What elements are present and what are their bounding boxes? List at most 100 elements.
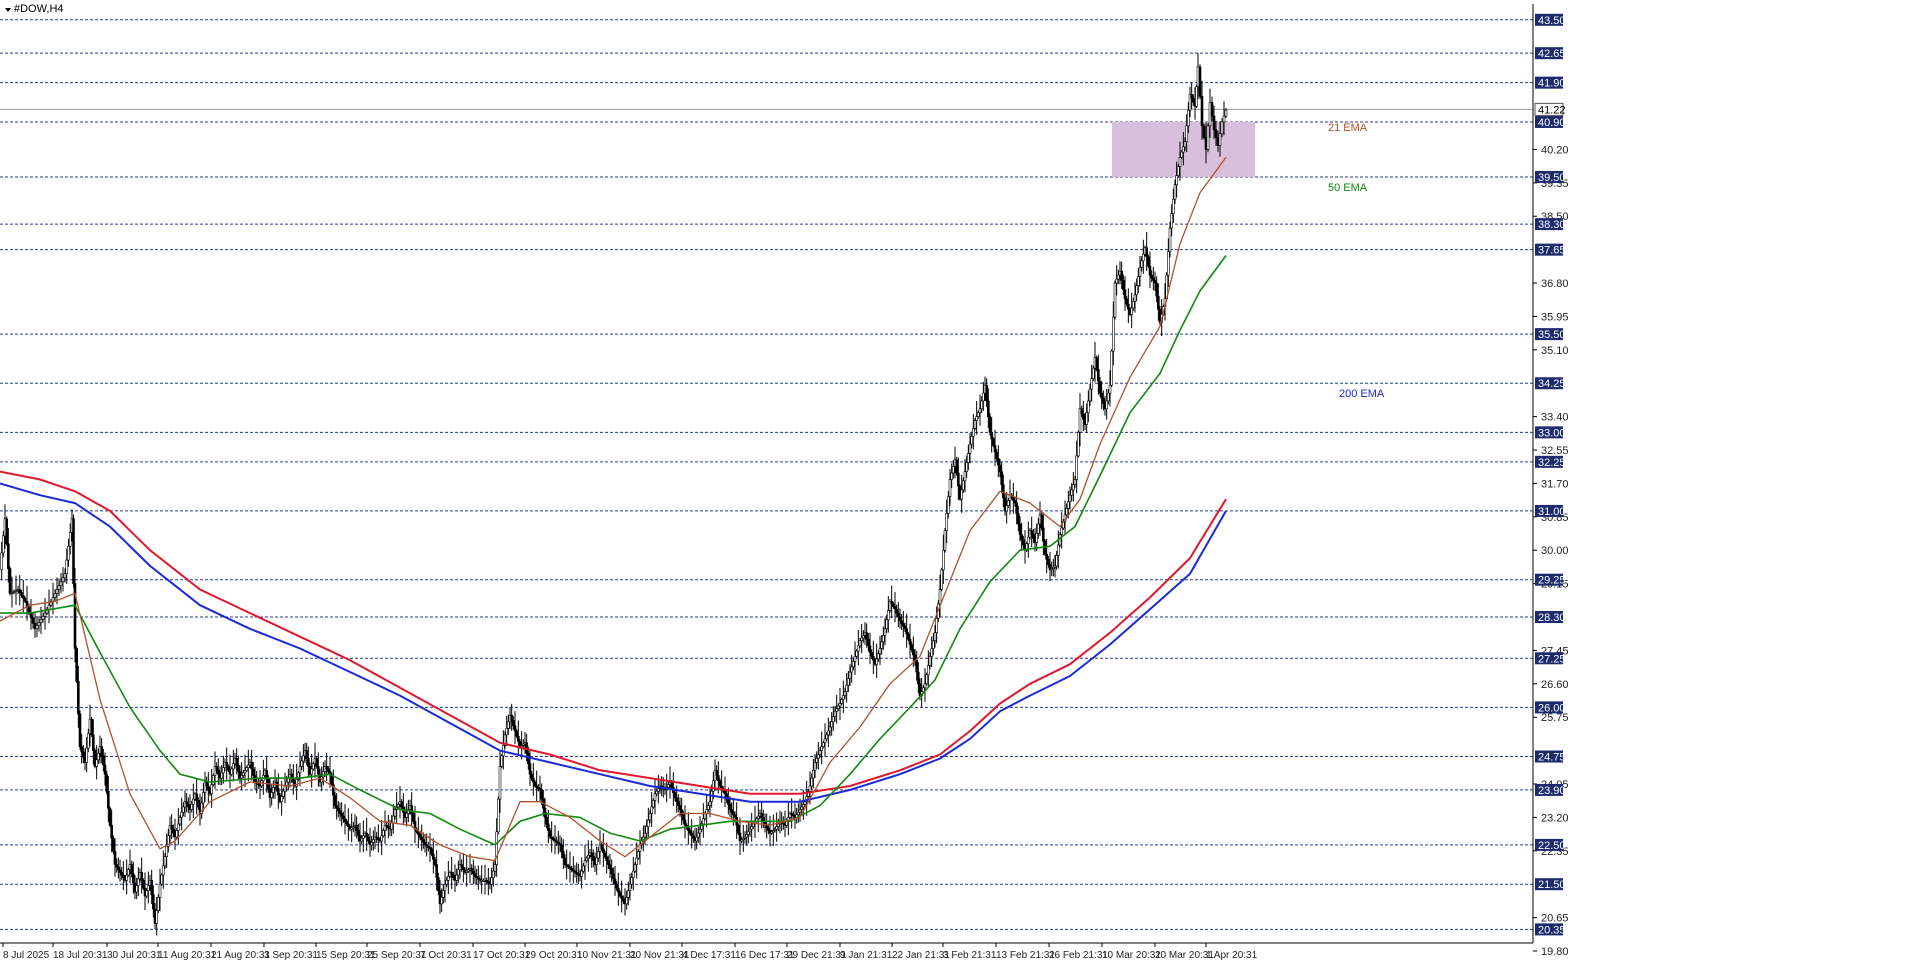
candle-body xyxy=(157,897,160,911)
candle-body xyxy=(993,445,997,453)
candle-body xyxy=(475,876,478,878)
candle-body xyxy=(447,876,450,881)
candle-body xyxy=(158,883,162,898)
candle-body xyxy=(118,869,122,873)
candle-body xyxy=(697,832,700,838)
candle-body xyxy=(1138,267,1142,277)
candle-body xyxy=(387,826,390,829)
candle-body xyxy=(687,827,690,831)
candle-body xyxy=(365,832,368,838)
candle-body xyxy=(392,815,395,823)
candle-body xyxy=(645,826,648,834)
candle-body xyxy=(608,864,612,869)
candle-body xyxy=(265,769,268,780)
candle-body xyxy=(552,838,555,840)
candle-body xyxy=(51,597,55,602)
level-badge-label: 21.50 xyxy=(1538,879,1566,891)
candle-body xyxy=(667,784,670,788)
candle-body xyxy=(137,878,140,886)
candle-body xyxy=(82,751,85,758)
candle-body xyxy=(548,830,552,838)
candle-body xyxy=(140,872,143,881)
candle-body xyxy=(41,615,45,620)
candle-body xyxy=(1095,357,1098,370)
level-badge-label: 39.50 xyxy=(1538,172,1566,184)
candle-body xyxy=(362,835,365,839)
candle-body xyxy=(510,714,513,721)
candle-body xyxy=(605,856,608,861)
candle-body xyxy=(1130,307,1133,315)
candle-body xyxy=(748,828,752,833)
candle-body xyxy=(600,844,603,850)
candle-body xyxy=(450,872,453,876)
candle-body xyxy=(730,809,733,813)
candle-body xyxy=(963,471,967,482)
level-badge xyxy=(1535,923,1563,936)
candle-body xyxy=(162,865,165,876)
dropdown-triangle-icon[interactable] xyxy=(5,8,11,12)
x-tick-label: 10 Mar 20:31 xyxy=(1102,950,1161,961)
candle-body xyxy=(1177,166,1180,176)
candle-body xyxy=(380,835,383,842)
candle-body xyxy=(570,868,573,871)
candle-body xyxy=(1073,479,1077,486)
candle-body xyxy=(625,897,628,905)
candle-body xyxy=(422,839,425,843)
candle-body xyxy=(582,865,585,872)
candle-body xyxy=(93,750,97,767)
candle-body xyxy=(220,772,223,779)
candle-body xyxy=(798,809,802,813)
candle-body xyxy=(1170,213,1173,229)
candle-body xyxy=(61,577,65,582)
candle-body xyxy=(467,869,470,872)
candle-body xyxy=(252,768,255,776)
candle-body xyxy=(325,766,328,770)
candle-body xyxy=(1035,532,1038,543)
candle-body xyxy=(597,851,600,859)
level-badge-label: 40.90 xyxy=(1538,117,1566,129)
candle-body xyxy=(247,764,250,768)
candle-body xyxy=(243,769,247,774)
candle-body xyxy=(473,873,477,877)
candle-body xyxy=(802,804,805,808)
candle-body xyxy=(202,792,205,804)
candle-body xyxy=(852,661,855,668)
candle-body xyxy=(112,838,115,852)
candle-body xyxy=(1098,380,1102,394)
candle-body xyxy=(27,606,31,613)
candle-body xyxy=(782,822,785,825)
candle-body xyxy=(1007,500,1010,506)
candle-body xyxy=(1175,175,1178,186)
candle-body xyxy=(517,735,520,742)
candle-body xyxy=(622,898,625,902)
candle-body xyxy=(65,559,69,575)
candle-body xyxy=(127,869,130,876)
level-badge xyxy=(1535,328,1563,341)
candle-body xyxy=(185,801,188,805)
candle-body xyxy=(1188,94,1192,111)
candle-body xyxy=(370,841,373,846)
candle-body xyxy=(553,839,557,842)
candle-body xyxy=(515,730,518,737)
candle-body xyxy=(683,819,687,826)
candle-body xyxy=(725,793,728,800)
candle-body xyxy=(917,671,920,685)
candle-body xyxy=(747,831,750,835)
candle-body xyxy=(528,763,532,775)
candle-body xyxy=(225,762,228,767)
candle-body xyxy=(200,802,203,814)
candle-body xyxy=(172,828,175,834)
x-tick-label: 4 Dec 17:31 xyxy=(682,950,736,961)
x-tick-label: 7 Oct 20:31 xyxy=(420,950,472,961)
symbol-label: #DOW,H4 xyxy=(5,3,64,15)
candle-body xyxy=(342,815,345,820)
candle-body xyxy=(375,836,378,839)
candle-body xyxy=(1020,534,1023,541)
level-badge-label: 26.00 xyxy=(1538,702,1566,714)
x-tick-label: 17 Oct 20:31 xyxy=(473,950,531,961)
candle-body xyxy=(310,768,313,775)
candle-body xyxy=(540,789,543,800)
candle-body xyxy=(967,453,970,463)
candle-body xyxy=(1152,277,1155,281)
